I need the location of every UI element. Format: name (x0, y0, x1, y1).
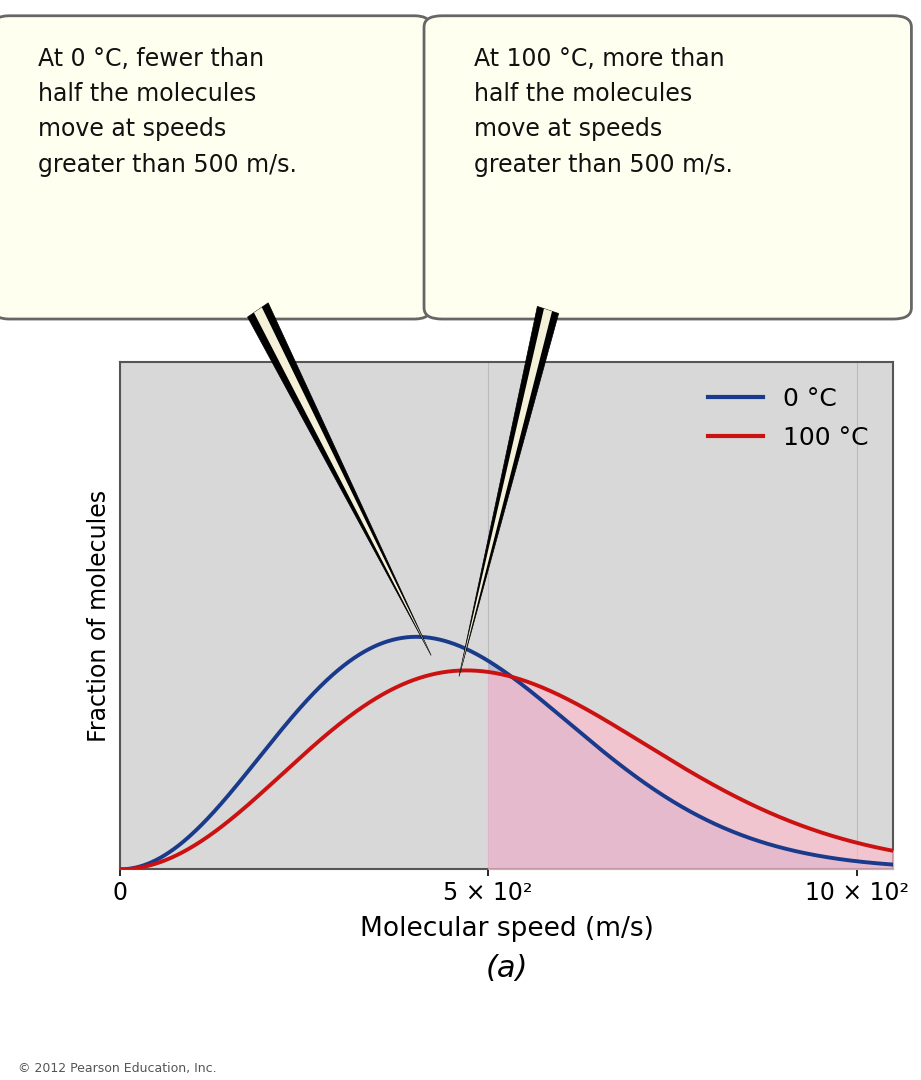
FancyBboxPatch shape (0, 16, 431, 319)
Legend: 0 °C, 100 °C: 0 °C, 100 °C (695, 375, 880, 462)
Text: © 2012 Pearson Education, Inc.: © 2012 Pearson Education, Inc. (18, 1062, 217, 1075)
FancyBboxPatch shape (424, 16, 912, 319)
Y-axis label: Fraction of molecules: Fraction of molecules (87, 489, 111, 742)
Text: At 100 °C, more than
half the molecules
move at speeds
greater than 500 m/s.: At 100 °C, more than half the molecules … (473, 46, 732, 177)
X-axis label: Molecular speed (m/s): Molecular speed (m/s) (359, 916, 654, 943)
Text: At 0 °C, fewer than
half the molecules
move at speeds
greater than 500 m/s.: At 0 °C, fewer than half the molecules m… (38, 46, 297, 177)
Text: (a): (a) (485, 954, 528, 983)
